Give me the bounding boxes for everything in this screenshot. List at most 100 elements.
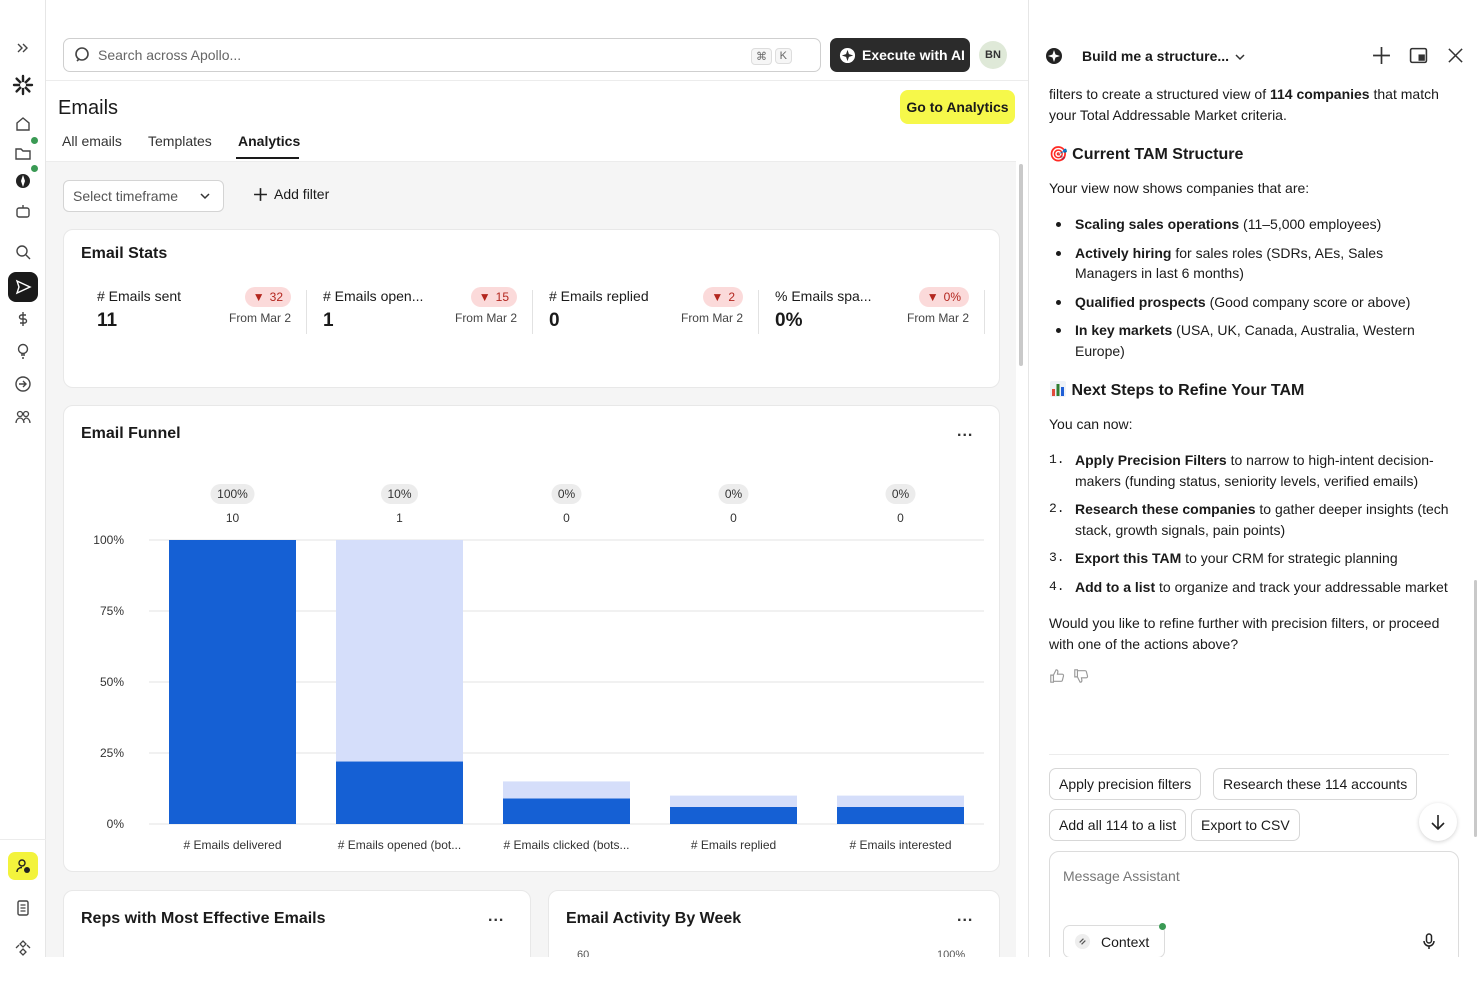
thumbs-down-icon[interactable] bbox=[1073, 668, 1089, 684]
active-tab-indicator bbox=[236, 157, 299, 159]
stat-value: 0 bbox=[549, 310, 560, 331]
change-badge: ▼ 0% bbox=[918, 287, 969, 307]
reps-more-menu[interactable]: ... bbox=[488, 908, 505, 925]
chevron-down-icon[interactable] bbox=[1234, 51, 1246, 63]
intro-bold: 114 companies bbox=[1269, 86, 1370, 102]
assistant-scrollbar[interactable] bbox=[1474, 580, 1477, 837]
step-number: 1. bbox=[1049, 452, 1065, 467]
stat-emails-sent[interactable]: # Emails sent 11 ▼ 32 From Mar 2 bbox=[97, 287, 307, 338]
plus-icon bbox=[254, 187, 267, 201]
down-arrow-icon: ▼ bbox=[926, 290, 939, 304]
step-number: 2. bbox=[1049, 501, 1065, 516]
step-number: 3. bbox=[1049, 550, 1065, 565]
close-icon[interactable] bbox=[1447, 47, 1464, 64]
percent-label: 10% bbox=[387, 487, 411, 501]
bar-dropoff[interactable] bbox=[503, 781, 630, 799]
bar-converted[interactable] bbox=[670, 806, 797, 824]
bar-dropoff[interactable] bbox=[837, 795, 964, 807]
go-to-analytics-button[interactable]: Go to Analytics bbox=[900, 90, 1015, 124]
from-date: From Mar 2 bbox=[454, 311, 517, 325]
bar-converted[interactable] bbox=[837, 806, 964, 824]
apollo-logo-icon[interactable] bbox=[12, 74, 34, 96]
bullet-list: Scaling sales operations (11–5,000 emplo… bbox=[1049, 214, 1449, 361]
funnel-more-menu[interactable]: ... bbox=[957, 423, 974, 440]
analytics-content: Select timeframe Add filter Email Stats … bbox=[46, 162, 1016, 957]
x-tick-label: # Emails delivered bbox=[183, 838, 281, 852]
main-area: Search across Apollo... ⌘ K Execute with… bbox=[46, 0, 1028, 957]
document-icon[interactable] bbox=[12, 897, 34, 919]
add-user-icon[interactable] bbox=[8, 852, 38, 880]
intro-paragraph: filters to create a structured view of 1… bbox=[1049, 84, 1449, 125]
x-tick-label: # Emails replied bbox=[691, 838, 776, 852]
page-title: Emails bbox=[58, 97, 119, 119]
stat-emails-opened[interactable]: # Emails open... 1 ▼ 15 From Mar 2 bbox=[323, 287, 533, 338]
avatar[interactable]: BN bbox=[979, 41, 1007, 69]
step-text: to gather deeper insights (tech stack, g… bbox=[1075, 501, 1449, 538]
stat-emails-replied[interactable]: # Emails replied 0 ▼ 2 From Mar 2 bbox=[549, 287, 759, 338]
bullet-text: (11–5,000 employees) bbox=[1239, 216, 1382, 232]
bar-converted[interactable] bbox=[169, 540, 296, 824]
home-icon[interactable] bbox=[12, 113, 34, 135]
dollar-icon[interactable] bbox=[12, 308, 34, 330]
folder-icon[interactable] bbox=[12, 142, 34, 164]
tab-all-emails[interactable]: All emails bbox=[62, 133, 122, 149]
closing-paragraph: Would you like to refine further with pr… bbox=[1049, 615, 1440, 652]
chip-add-to-list[interactable]: Add all 114 to a list bbox=[1049, 809, 1187, 841]
main-scrollbar[interactable] bbox=[1019, 164, 1023, 366]
thread-title[interactable]: Build me a structure... bbox=[1082, 48, 1230, 64]
chip-apply-precision-filters[interactable]: Apply precision filters bbox=[1049, 768, 1202, 800]
bar-converted[interactable] bbox=[503, 798, 630, 824]
down-arrow-icon: ▼ bbox=[478, 290, 491, 304]
bot-icon[interactable] bbox=[12, 200, 34, 222]
bar-dropoff[interactable] bbox=[670, 795, 797, 807]
chevron-down-icon bbox=[200, 193, 210, 200]
integrations-icon[interactable] bbox=[12, 937, 34, 957]
bar-converted[interactable] bbox=[336, 761, 463, 824]
message-input[interactable]: Message Assistant Context bbox=[1049, 851, 1459, 957]
change-value: 0% bbox=[943, 290, 961, 304]
activity-more-menu[interactable]: ... bbox=[957, 908, 974, 925]
divider bbox=[46, 80, 1028, 81]
nav-divider bbox=[0, 839, 46, 840]
stat-emails-spam[interactable]: % Emails spa... 0% ▼ 0% From Mar 2 bbox=[775, 287, 985, 338]
activity-card-title: Email Activity By Week bbox=[566, 910, 742, 927]
scroll-down-button[interactable] bbox=[1419, 803, 1457, 841]
expand-panel-icon[interactable] bbox=[1409, 46, 1428, 65]
percent-pill bbox=[885, 484, 916, 504]
signin-icon[interactable] bbox=[12, 373, 34, 395]
add-filter-button[interactable]: Add filter bbox=[253, 186, 329, 202]
timeframe-select[interactable]: Select timeframe bbox=[63, 180, 224, 212]
thumbs-up-icon[interactable] bbox=[1049, 668, 1065, 684]
activity-right-tick: 100% bbox=[937, 949, 966, 957]
idea-icon[interactable] bbox=[12, 340, 34, 362]
list-item: In key markets (USA, UK, Canada, Austral… bbox=[1049, 320, 1449, 361]
y-tick-label: 25% bbox=[100, 746, 124, 760]
stat-value: 0% bbox=[775, 310, 803, 331]
execute-with-ai-button[interactable]: Execute with AI bbox=[830, 38, 970, 72]
chip-research-accounts[interactable]: Research these 114 accounts bbox=[1213, 768, 1418, 800]
new-chat-plus-icon[interactable] bbox=[1372, 46, 1391, 65]
target-emoji-icon: 🎯 bbox=[1049, 146, 1068, 163]
expand-icon[interactable] bbox=[12, 37, 34, 59]
bar-dropoff[interactable] bbox=[336, 540, 463, 762]
list-item: 3. Export this TAM to your CRM for strate… bbox=[1049, 548, 1449, 569]
numbered-list: 1. Apply Precision Filters to narrow to h… bbox=[1049, 450, 1449, 597]
microphone-icon[interactable] bbox=[1420, 932, 1438, 950]
search-nav-icon[interactable] bbox=[12, 241, 34, 263]
context-button[interactable]: Context bbox=[1063, 925, 1165, 957]
change-value: 15 bbox=[495, 290, 509, 304]
search-input[interactable]: Search across Apollo... ⌘ K bbox=[63, 38, 821, 72]
sequences-send-icon[interactable] bbox=[8, 272, 38, 302]
step-text: to narrow to high-intent decision-makers… bbox=[1075, 452, 1434, 489]
percent-pill bbox=[718, 484, 749, 504]
percent-pill bbox=[381, 484, 418, 504]
people-icon[interactable] bbox=[12, 406, 34, 428]
down-arrow-icon: ▼ bbox=[252, 290, 265, 304]
shortcut-cmd: ⌘ bbox=[751, 48, 772, 65]
chip-export-csv[interactable]: Export to CSV bbox=[1191, 809, 1300, 841]
ai-assistant-icon[interactable] bbox=[12, 170, 34, 192]
change-badge: ▼ 2 bbox=[703, 287, 743, 307]
from-date: From Mar 2 bbox=[680, 311, 743, 325]
tab-templates[interactable]: Templates bbox=[148, 133, 212, 149]
tab-analytics[interactable]: Analytics bbox=[238, 133, 301, 149]
